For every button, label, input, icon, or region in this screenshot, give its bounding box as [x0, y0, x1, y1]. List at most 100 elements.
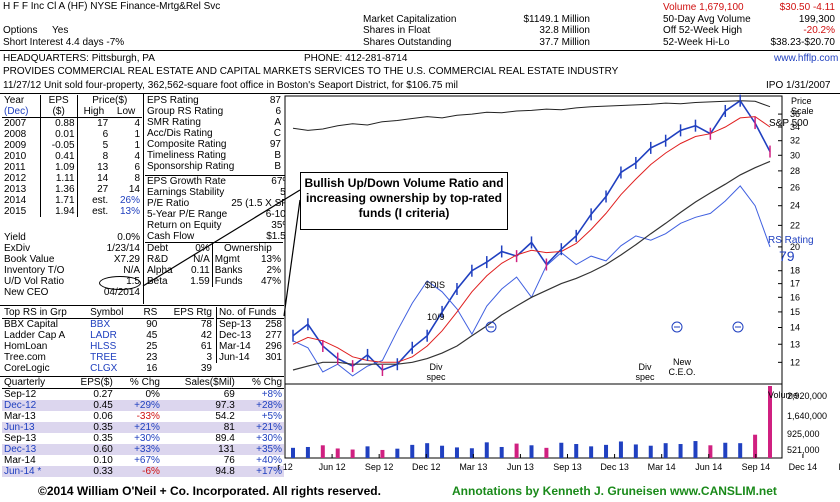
quarter-sales-change: +5%: [261, 411, 282, 422]
info-divider: [0, 93, 840, 94]
volume-bar: [365, 446, 370, 458]
quarter-row: Sep-12 0.27 0% 69 +8%: [2, 389, 284, 401]
group-row: BBX Capital BBX 90 78: [2, 319, 214, 331]
eps-row: 2011 1.09 13 6: [2, 162, 142, 173]
eps-value: 1.11: [40, 173, 78, 184]
col-high: High: [83, 106, 105, 117]
growth-row: EPS Growth Rate 67%: [145, 176, 293, 188]
eps-value: 0.88: [40, 117, 78, 129]
date-tick-label: Dec 14: [789, 462, 818, 472]
price-tick-label: 32: [790, 136, 800, 146]
header-divider: [0, 50, 840, 51]
price-low: 6: [134, 162, 140, 173]
stock-title: H F F Inc Cl A (HF) NYSE Finance-Mrtg&Re…: [3, 1, 221, 12]
banks-value: 2%: [266, 265, 281, 276]
price-high: 5: [102, 140, 109, 151]
website-link[interactable]: www.hfflp.com: [774, 53, 839, 64]
volume-bar: [723, 442, 728, 458]
beta-value: 1.59: [182, 276, 213, 287]
price-tick-label: 17: [790, 279, 800, 289]
volume-bar: [618, 441, 623, 458]
volume-bar: [320, 445, 325, 458]
avg-volume-value: 199,300: [798, 14, 835, 25]
funds-count: 277: [265, 330, 282, 341]
company-eps-rating: 78: [200, 319, 212, 330]
price-tick-label: 26: [790, 183, 800, 193]
quarter-eps-change: +67%: [134, 455, 160, 466]
price-low: 1: [134, 129, 140, 140]
rd-label: R&D: [147, 254, 169, 265]
eps-row: 2013 1.36 27 14: [2, 184, 142, 195]
quarter-row: Jun-14 * 0.33 -6% 94.8 +17%: [2, 466, 284, 477]
growth-value: 6-108: [265, 209, 292, 220]
growth-table: EPS Growth Rate 67% Earnings Stability 56 P/…: [145, 175, 294, 242]
growth-label: Earnings Stability: [147, 187, 225, 198]
stat-label: Book Value: [4, 254, 55, 265]
stat-value: 1/23/14: [106, 243, 140, 254]
rating-row: SMR Rating A: [145, 117, 283, 128]
volume-bar: [410, 444, 415, 458]
stat-value: 0.0%: [117, 232, 140, 243]
stat-label: Yield: [4, 232, 26, 243]
price-tick-label: 24: [790, 201, 800, 211]
funds-table: No. of Funds Sep-13 258 Dec-13 277 Mar-14 296…: [216, 307, 284, 363]
quarter-eps: 0.35: [93, 433, 113, 444]
rating-row: Acc/Dis Rating C: [145, 128, 283, 139]
stat-label: ExDiv: [4, 243, 31, 254]
funds-row: Dec-13 277: [217, 330, 285, 341]
price-high: 14: [97, 173, 109, 184]
panel-divider: [143, 94, 144, 304]
rating-value: 87: [269, 95, 281, 106]
volume-bar: [753, 434, 758, 458]
price-high: 8: [102, 151, 109, 162]
div-spec-annotation-2: Div spec: [635, 362, 655, 382]
quarter-eps-change: +21%: [134, 422, 160, 433]
outstanding-label: Shares Outstanding: [363, 37, 452, 48]
quarter-label: Sep-13: [4, 433, 37, 444]
funds-count: 301: [265, 352, 282, 363]
price-scale-label: Price Scale: [791, 96, 814, 116]
price-tick-label: 13: [790, 339, 800, 349]
eps-row: 2009 -0.05 5 1: [2, 140, 142, 151]
quarter-label: Jun-13: [4, 422, 35, 433]
volume-tick-label: 925,000: [787, 429, 820, 439]
funds-row: Jun-14 301: [217, 352, 285, 363]
short-interest: Short Interest 4.4 days -7%: [3, 37, 125, 48]
volume-today: Volume 1,679,100: [663, 2, 744, 13]
funds-row: Sep-13 258: [217, 319, 285, 331]
quarter-eps: 0.10: [93, 455, 113, 466]
est-eps: 1.71: [40, 195, 78, 206]
q-col-eps-chg: % Chg: [129, 377, 160, 388]
grp-col-symbol: Symbol: [90, 307, 124, 318]
quarter-sales: 54.2: [215, 411, 235, 422]
volume-label: Volume: [768, 390, 799, 400]
volume-bar: [633, 444, 638, 458]
stat-label: New CEO: [4, 287, 49, 298]
stat-row: Yield 0.0%: [2, 232, 142, 243]
rating-value: A: [274, 117, 281, 128]
quarter-label: Mar-14: [4, 455, 36, 466]
eps-year: 2009: [2, 140, 41, 151]
volume-bar: [305, 446, 310, 458]
company-name: Ladder Cap A: [4, 330, 66, 341]
price-tick-label: 16: [790, 292, 800, 302]
stat-row: New CEO 04/2014: [2, 287, 142, 298]
company-eps-rating: 61: [200, 341, 212, 352]
date-tick-label: Jun 14: [695, 462, 722, 472]
company-name: BBX Capital: [4, 319, 58, 330]
hilo-label: 52-Week Hi-Lo: [663, 37, 730, 48]
price-tick-label: 22: [790, 220, 800, 230]
outstanding-value: 37.7 Million: [539, 37, 590, 48]
company-rs: 90: [146, 319, 158, 330]
date-tick-label: Mar 14: [648, 462, 676, 472]
quarter-label: Dec-12: [4, 400, 37, 411]
growth-label: Cash Flow: [147, 231, 195, 242]
banks-label: Banks: [214, 265, 243, 276]
volume-bar: [589, 446, 594, 458]
volume-bar: [514, 443, 519, 458]
quarter-eps-change: -6%: [142, 466, 160, 477]
price-high: 13: [97, 162, 109, 173]
quarter-row: Mar-13 0.06 -33% 54.2 +5%: [2, 411, 284, 422]
exdiv-marker-icon: [485, 321, 497, 333]
funds-count: 258: [265, 319, 282, 330]
